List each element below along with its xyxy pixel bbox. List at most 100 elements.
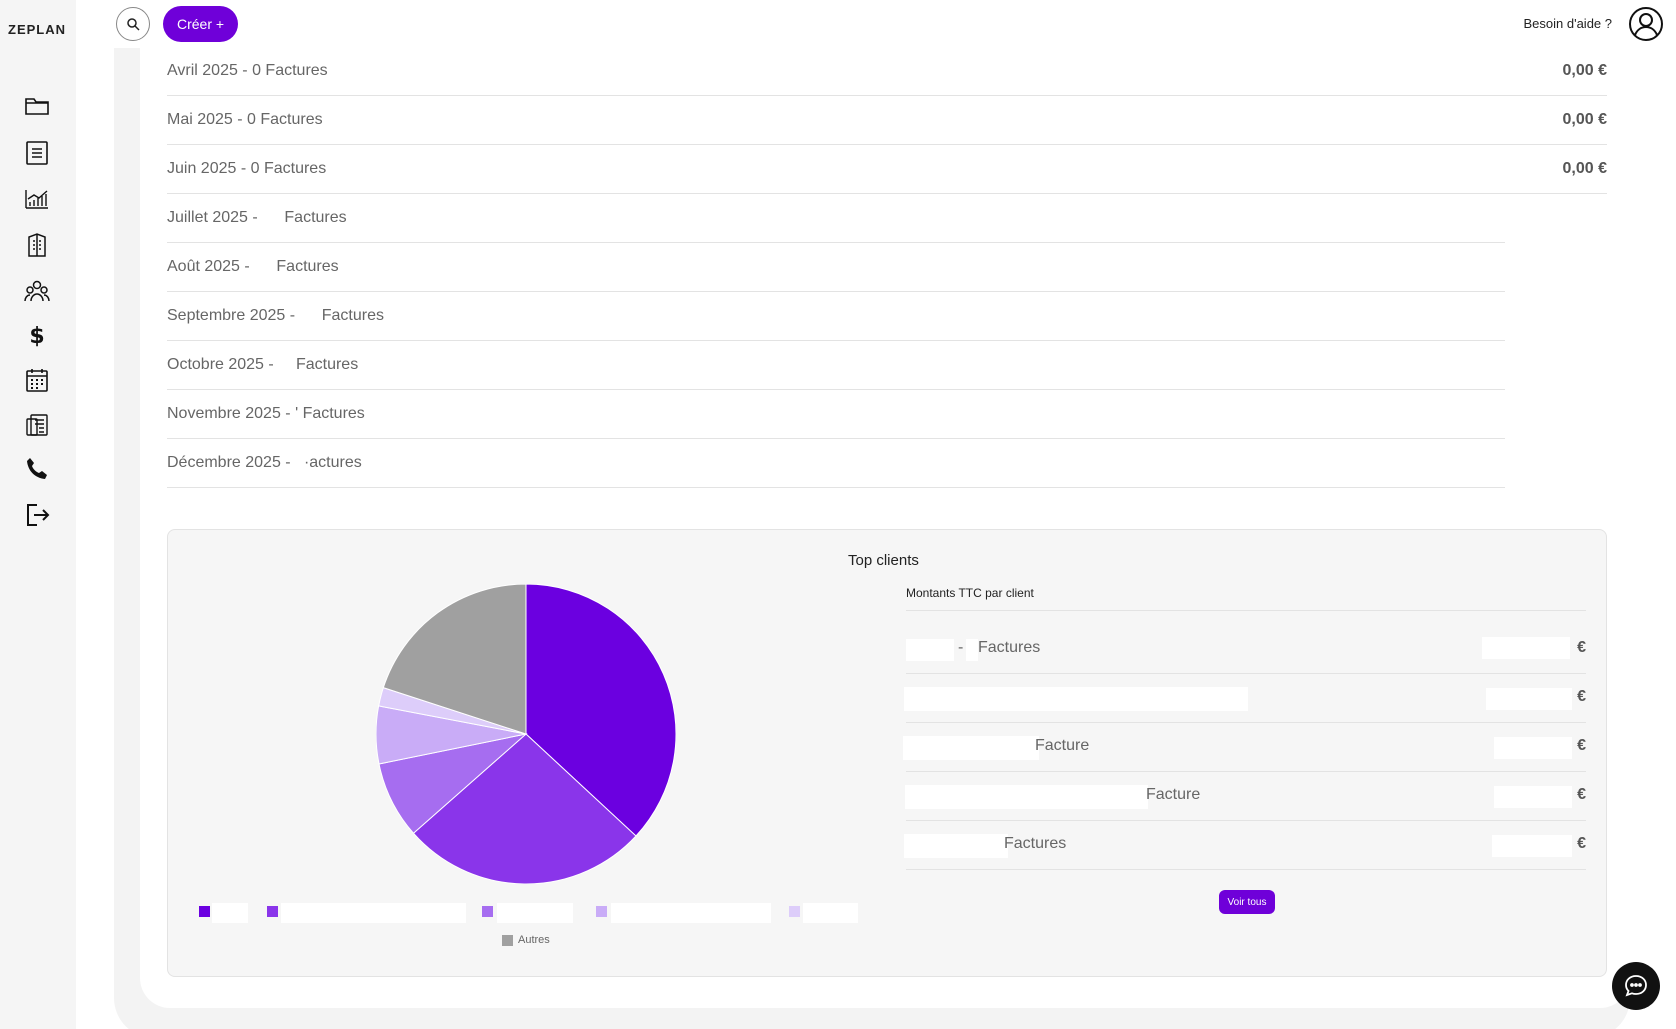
- sidebar-item-logout[interactable]: [20, 498, 54, 532]
- sidebar-item-phone[interactable]: [20, 452, 54, 486]
- search-icon: [127, 18, 140, 31]
- month-label: Juin 2025 - 0 Factures: [167, 160, 327, 177]
- pie-slice-6[interactable]: [382, 584, 527, 735]
- phone-icon: [27, 458, 47, 479]
- chart-icon: [25, 190, 48, 209]
- top-clients-title: Top clients: [848, 552, 919, 569]
- client-row[interactable]: Factures €: [904, 821, 1586, 870]
- legend-item-autres: Autres: [502, 934, 550, 946]
- chat-button[interactable]: [1612, 962, 1660, 1010]
- sidebar-item-invoices[interactable]: [20, 408, 54, 442]
- pie-slice-2[interactable]: [412, 733, 637, 884]
- sidebar-item-stats[interactable]: [20, 182, 54, 216]
- month-row-septembre[interactable]: Septembre 2025 - Factures: [167, 292, 1505, 341]
- month-label: Septembre 2025 - Factures: [167, 307, 384, 324]
- sidebar-item-finance[interactable]: $: [20, 318, 54, 352]
- invoice-icon: [26, 414, 48, 436]
- legend-swatch-3: [482, 906, 493, 917]
- client-invoice-count: Factures: [978, 639, 1041, 656]
- legend-swatch-autres: [502, 934, 513, 946]
- month-label: Avril 2025 - 0 Factures: [167, 62, 328, 79]
- top-clients-card: [167, 529, 1607, 977]
- chat-bubble-icon: [1625, 975, 1647, 997]
- legend-swatch-2: [267, 906, 278, 917]
- top-clients-pie-chart: [376, 584, 676, 884]
- redacted-amount: [1494, 737, 1572, 759]
- redacted-client: [903, 736, 1039, 760]
- redacted-client: [906, 639, 954, 661]
- logout-icon: [27, 504, 50, 526]
- top-clients-subtitle: Montants TTC par client: [906, 586, 1034, 600]
- month-label: Juillet 2025 - Factures: [167, 209, 347, 226]
- client-amount-currency: €: [1577, 835, 1586, 852]
- sidebar-item-documents[interactable]: [20, 136, 54, 170]
- sidebar-item-folders[interactable]: [20, 89, 54, 123]
- sidebar-item-calendar[interactable]: [20, 363, 54, 397]
- dollar-icon: $: [29, 324, 44, 349]
- calendar-icon: [26, 369, 48, 392]
- client-invoice-count: Facture: [1146, 786, 1201, 803]
- month-label: Octobre 2025 - Factures: [167, 356, 359, 373]
- users-icon: [24, 280, 50, 302]
- sidebar: ZEPLAN $: [0, 0, 76, 1029]
- client-row[interactable]: €: [904, 674, 1586, 723]
- month-label: Novembre 2025 - ' Factures: [167, 405, 365, 422]
- redacted-amount: [1482, 637, 1570, 659]
- see-all-clients-button[interactable]: Voir tous: [1219, 890, 1275, 914]
- legend-swatch-5: [789, 906, 800, 917]
- month-amount: 0,00 €: [1562, 62, 1607, 79]
- client-amount-currency: €: [1577, 786, 1586, 803]
- month-row-avril[interactable]: Avril 2025 - 0 Factures 0,00 €: [167, 47, 1607, 96]
- client-invoice-count: Facture: [1035, 737, 1090, 754]
- top-bar: [76, 0, 1676, 48]
- legend-redacted: [803, 903, 858, 923]
- month-row-aout[interactable]: Août 2025 - Factures: [167, 243, 1505, 292]
- client-row[interactable]: Facture €: [905, 772, 1586, 821]
- user-avatar-icon: [1629, 7, 1663, 41]
- app-logo: ZEPLAN: [8, 22, 66, 37]
- building-icon: [28, 233, 46, 257]
- legend-swatch-4: [596, 906, 607, 917]
- legend-redacted: [212, 903, 248, 923]
- redacted-amount: [1492, 835, 1572, 857]
- create-button[interactable]: Créer +: [163, 6, 239, 42]
- month-row-octobre[interactable]: Octobre 2025 - Factures: [167, 341, 1505, 390]
- divider: [906, 610, 1586, 611]
- separator: -: [958, 639, 964, 656]
- sidebar-item-contacts[interactable]: [20, 274, 54, 308]
- legend-redacted: [497, 903, 573, 923]
- account-button[interactable]: [1628, 6, 1664, 42]
- month-row-juin[interactable]: Juin 2025 - 0 Factures 0,00 €: [167, 145, 1607, 194]
- legend-redacted: [281, 903, 466, 923]
- client-amount-currency: €: [1577, 688, 1586, 705]
- client-row[interactable]: - Factures €: [906, 625, 1586, 674]
- month-row-mai[interactable]: Mai 2025 - 0 Factures 0,00 €: [167, 96, 1607, 145]
- redacted-amount: [1486, 688, 1572, 710]
- month-amount: 0,00 €: [1562, 111, 1607, 128]
- help-link[interactable]: Besoin d'aide ?: [1523, 16, 1613, 31]
- folder-icon: [25, 98, 49, 115]
- month-row-juillet[interactable]: Juillet 2025 - Factures: [167, 194, 1505, 243]
- month-row-novembre[interactable]: Novembre 2025 - ' Factures: [167, 390, 1505, 439]
- sidebar-item-companies[interactable]: [20, 228, 54, 262]
- month-label: Août 2025 - Factures: [167, 258, 339, 275]
- client-amount-currency: €: [1577, 737, 1586, 754]
- redacted-client: [904, 834, 1008, 858]
- month-label: Décembre 2025 - ·actures: [167, 454, 362, 471]
- pie-slice-1[interactable]: [525, 584, 676, 837]
- month-row-decembre[interactable]: Décembre 2025 - ·actures: [167, 439, 1505, 488]
- legend-swatch-1: [199, 906, 210, 917]
- month-label: Mai 2025 - 0 Factures: [167, 111, 323, 128]
- document-list-icon: [26, 141, 48, 165]
- search-button[interactable]: [116, 7, 150, 41]
- svg-text:$: $: [29, 324, 44, 349]
- redacted-count: [966, 639, 978, 661]
- legend-label-autres: Autres: [518, 934, 550, 946]
- client-invoice-count: Factures: [1004, 835, 1067, 852]
- redacted-client: [904, 687, 1248, 711]
- client-row[interactable]: Facture €: [903, 723, 1586, 772]
- client-amount-currency: €: [1577, 639, 1586, 656]
- legend-redacted: [611, 903, 771, 923]
- redacted-client: [905, 785, 1148, 809]
- redacted-amount: [1494, 786, 1572, 808]
